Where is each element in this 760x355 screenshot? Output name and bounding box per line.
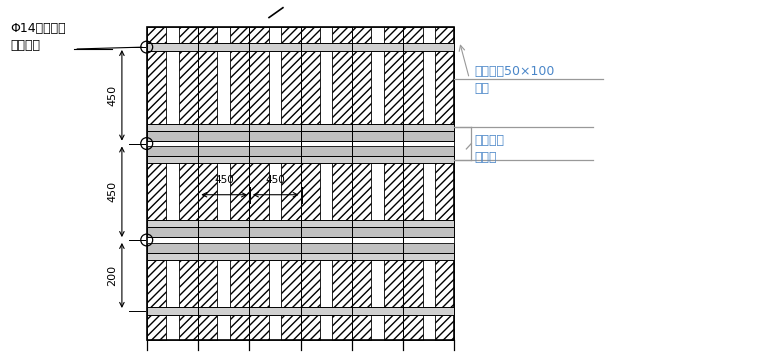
Text: 双钒管: 双钒管 <box>474 151 497 164</box>
Bar <box>147 43 454 51</box>
Text: Φ14对拉（止: Φ14对拉（止 <box>11 22 66 36</box>
Text: 200: 200 <box>107 265 117 286</box>
Text: 水）螺杆: 水）螺杆 <box>11 39 41 52</box>
Bar <box>147 131 454 141</box>
Text: 主龙骨：: 主龙骨： <box>474 134 505 147</box>
Bar <box>147 237 454 243</box>
Bar <box>147 252 454 260</box>
Bar <box>147 243 454 252</box>
Bar <box>147 307 454 315</box>
Bar <box>230 27 249 340</box>
Bar <box>281 27 301 340</box>
Bar <box>352 27 372 340</box>
Text: 方木: 方木 <box>474 82 489 95</box>
Text: 次龙骨：50×100: 次龙骨：50×100 <box>474 65 555 78</box>
Bar <box>147 146 454 156</box>
Bar <box>403 27 423 340</box>
Text: 450: 450 <box>214 175 234 185</box>
Text: 450: 450 <box>107 85 117 106</box>
Bar <box>332 27 352 340</box>
Bar <box>435 27 454 340</box>
Bar <box>301 27 320 340</box>
Bar <box>147 27 454 340</box>
Bar <box>249 27 269 340</box>
Bar <box>147 27 166 340</box>
Bar <box>147 141 454 146</box>
Bar <box>147 124 454 131</box>
Text: 450: 450 <box>266 175 286 185</box>
Bar <box>147 220 454 228</box>
Bar <box>198 27 217 340</box>
Bar <box>147 156 454 163</box>
Bar <box>179 27 198 340</box>
Bar <box>384 27 403 340</box>
Text: 450: 450 <box>107 181 117 202</box>
Bar <box>147 27 454 340</box>
Bar <box>147 228 454 237</box>
